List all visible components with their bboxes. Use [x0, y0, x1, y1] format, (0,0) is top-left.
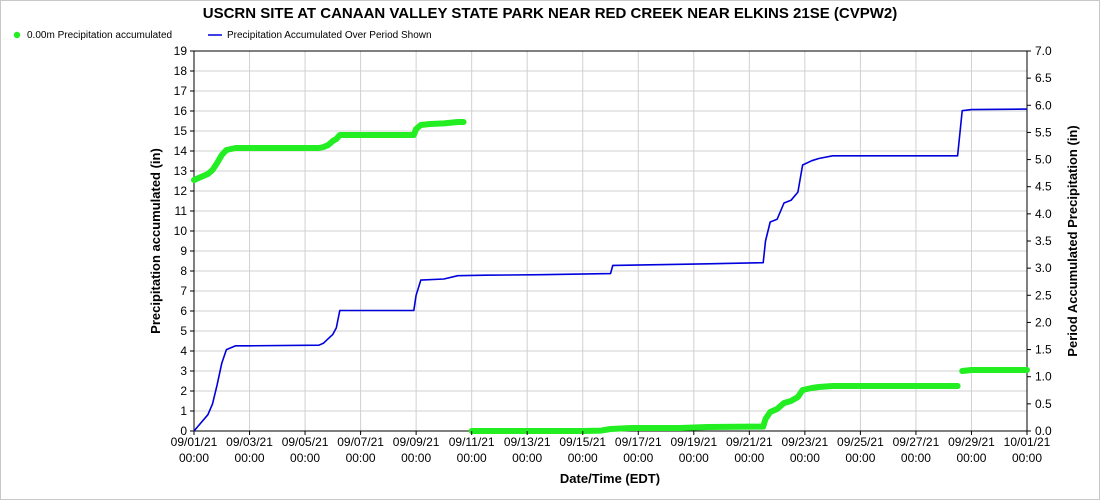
y-right-tick-label: 6.0 — [1035, 98, 1052, 112]
legend-marker-green — [13, 31, 21, 39]
y-right-tick-label: 6.5 — [1035, 71, 1052, 85]
x-tick-date-label: 09/07/21 — [337, 435, 384, 449]
y-right-tick-label: 2.5 — [1035, 288, 1052, 302]
station-precip-series-2 — [959, 367, 1030, 374]
x-tick-date-label: 09/19/21 — [670, 435, 717, 449]
x-tick-time-label: 00:00 — [845, 451, 875, 465]
y-left-tick-label: 3 — [180, 364, 187, 378]
x-tick-time-label: 00:00 — [512, 451, 542, 465]
y-left-tick-label: 13 — [174, 164, 188, 178]
x-tick-time-label: 00:00 — [1012, 451, 1042, 465]
y-left-tick-label: 15 — [174, 124, 188, 138]
x-tick-time-label: 00:00 — [290, 451, 320, 465]
x-tick-date-label: 09/01/21 — [171, 435, 218, 449]
y-right-tick-label: 4.0 — [1035, 207, 1052, 221]
x-tick-date-label: 09/27/21 — [893, 435, 940, 449]
x-tick-date-label: 09/25/21 — [837, 435, 884, 449]
x-tick-time-label: 00:00 — [679, 451, 709, 465]
y-left-tick-label: 6 — [180, 304, 187, 318]
y-right-tick-label: 4.5 — [1035, 180, 1052, 194]
chart-title: USCRN SITE AT CANAAN VALLEY STATE PARK N… — [203, 5, 898, 22]
x-axis-title: Date/Time (EDT) — [560, 471, 660, 486]
station-precip-series-1 — [468, 383, 961, 434]
x-tick-time-label: 00:00 — [901, 451, 931, 465]
y-right-tick-label: 2.0 — [1035, 315, 1052, 329]
x-tick-time-label: 00:00 — [734, 451, 764, 465]
x-tick-date-label: 09/23/21 — [782, 435, 829, 449]
x-tick-date-label: 09/05/21 — [282, 435, 329, 449]
x-tick-time-label: 00:00 — [235, 451, 265, 465]
station-precip-series-0 — [191, 119, 467, 183]
y-right-tick-label: 0.5 — [1035, 397, 1052, 411]
y-right-tick-label: 3.0 — [1035, 261, 1052, 275]
x-tick-time-label: 00:00 — [623, 451, 653, 465]
x-tick-date-label: 09/09/21 — [393, 435, 440, 449]
y-left-tick-label: 0 — [180, 424, 187, 438]
y-right-tick-label: 1.5 — [1035, 343, 1052, 357]
x-tick-time-label: 00:00 — [401, 451, 431, 465]
y-axis-right: 0.0 0.5 1.0 1.5 2.0 2.5 3.0 3.5 4.0 4.5 5.0 5.5 6.0 6… — [1027, 44, 1052, 438]
y-left-tick-label: 8 — [180, 264, 187, 278]
y-right-tick-label: 0.0 — [1035, 424, 1052, 438]
y-left-tick-label: 4 — [180, 344, 187, 358]
period-precip-series-0 — [193, 108, 1028, 432]
y-axis-right-title: Period Accumulated Precipitation (in) — [1065, 125, 1080, 356]
y-left-tick-label: 14 — [174, 144, 188, 158]
y-right-tick-label: 7.0 — [1035, 44, 1052, 58]
grid — [193, 50, 1028, 432]
x-tick-time-label: 00:00 — [346, 451, 376, 465]
x-tick-time-label: 00:00 — [457, 451, 487, 465]
y-right-tick-label: 1.0 — [1035, 370, 1052, 384]
plot-area — [193, 50, 1028, 432]
y-left-tick-label: 19 — [174, 44, 188, 58]
legend-label-period-precip: Precipitation Accumulated Over Period Sh… — [227, 30, 432, 41]
x-tick-date-label: 09/03/21 — [226, 435, 273, 449]
y-right-tick-label: 5.0 — [1035, 153, 1052, 167]
x-axis: 09/01/21 00:00 09/03/21 00:00 09/05/21 00:00 0… — [171, 431, 1051, 465]
x-tick-date-label: 10/01/21 — [1004, 435, 1051, 449]
legend: 0.00m Precipitation accumulated Precipit… — [13, 30, 432, 41]
y-left-tick-label: 18 — [174, 64, 188, 78]
y-right-tick-label: 5.5 — [1035, 125, 1052, 139]
y-left-tick-label: 9 — [180, 244, 187, 258]
y-left-tick-label: 17 — [174, 84, 188, 98]
x-tick-date-label: 09/11/21 — [449, 435, 495, 449]
y-left-tick-label: 12 — [174, 184, 188, 198]
x-tick-date-label: 09/15/21 — [559, 435, 606, 449]
y-left-tick-label: 10 — [174, 224, 188, 238]
y-right-tick-label: 3.5 — [1035, 234, 1052, 248]
series-layer — [191, 108, 1030, 434]
x-tick-time-label: 00:00 — [568, 451, 598, 465]
x-tick-time-label: 00:00 — [956, 451, 986, 465]
y-left-tick-label: 1 — [180, 404, 187, 418]
y-left-tick-label: 16 — [174, 104, 188, 118]
x-tick-date-label: 09/13/21 — [504, 435, 551, 449]
y-left-tick-label: 7 — [180, 284, 187, 298]
x-tick-date-label: 09/21/21 — [726, 435, 773, 449]
x-tick-date-label: 09/29/21 — [948, 435, 995, 449]
x-tick-time-label: 00:00 — [179, 451, 209, 465]
x-tick-date-label: 09/17/21 — [615, 435, 662, 449]
y-left-tick-label: 2 — [180, 384, 187, 398]
y-left-tick-label: 5 — [180, 324, 187, 338]
y-left-tick-label: 11 — [175, 204, 188, 218]
x-tick-time-label: 00:00 — [790, 451, 820, 465]
legend-label-station-precip: 0.00m Precipitation accumulated — [27, 30, 172, 41]
y-axis-left-title: Precipitation accumulated (in) — [148, 148, 163, 334]
